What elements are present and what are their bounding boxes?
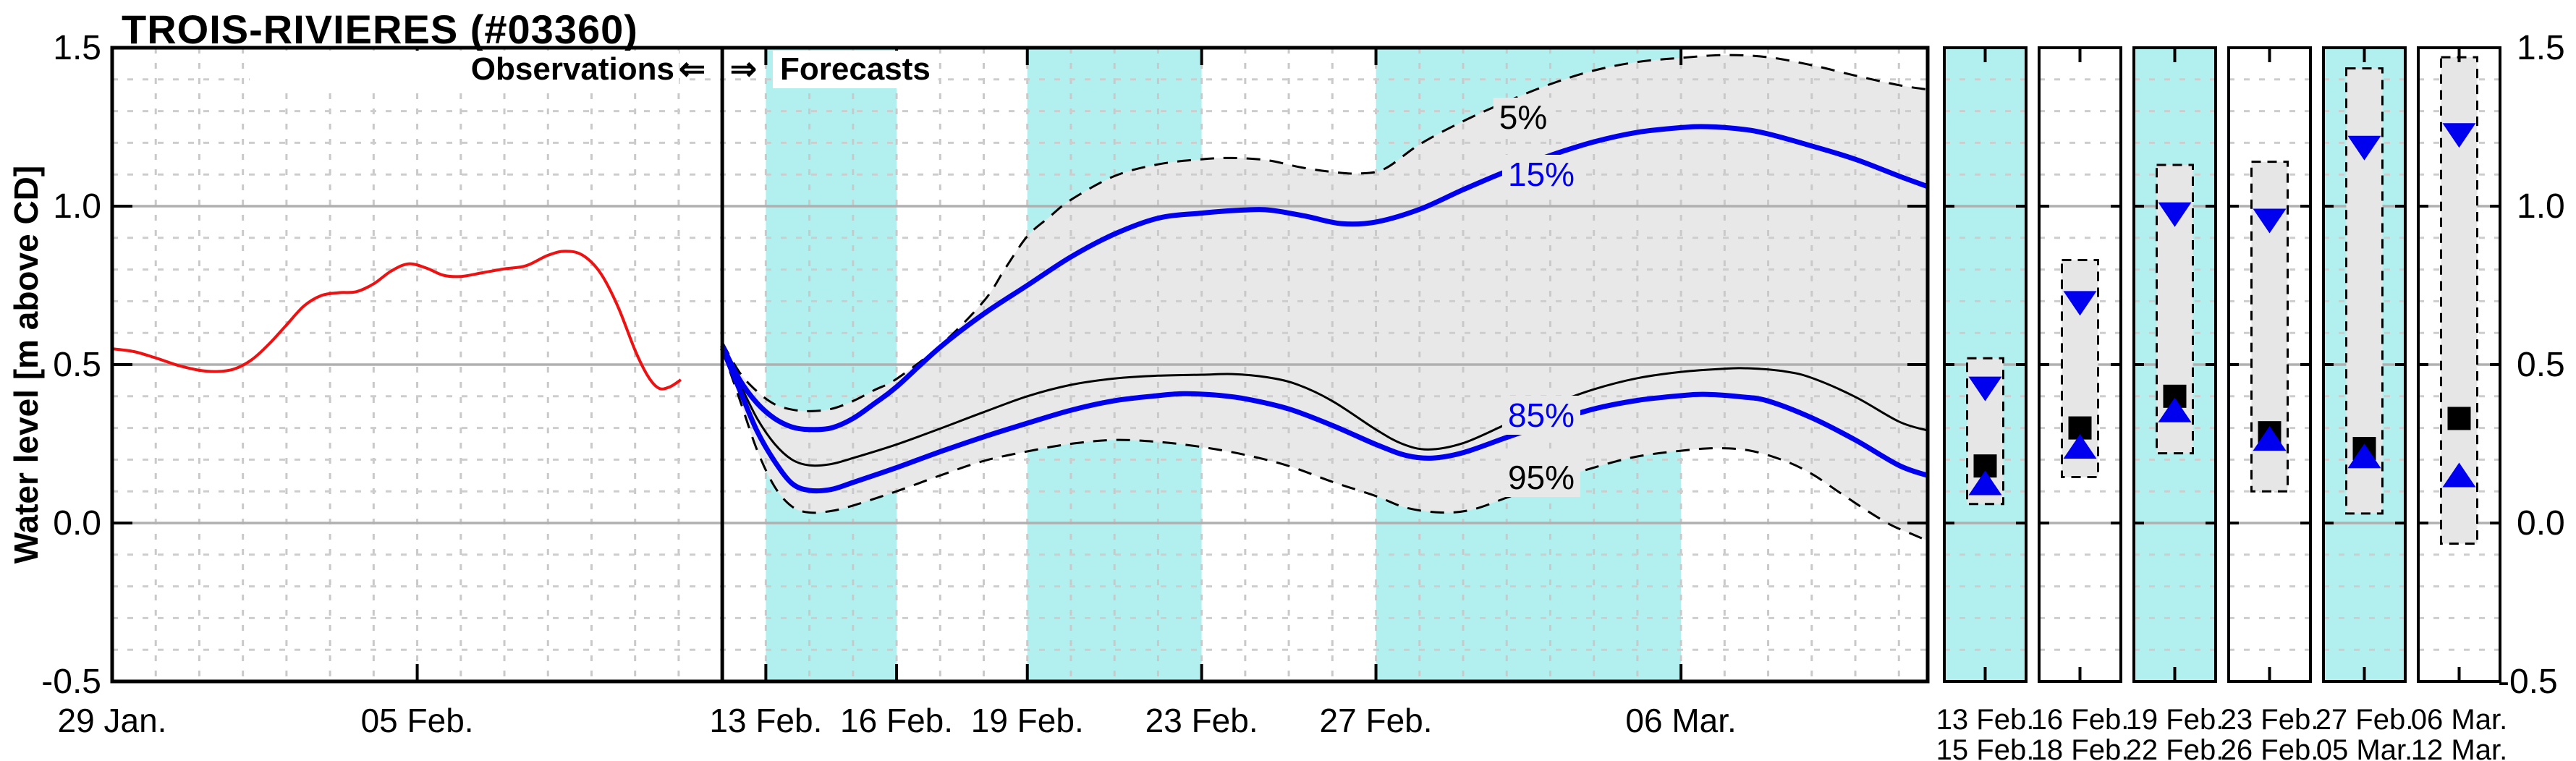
p15-marker [1968,376,2002,401]
station-title: TROIS-RIVIERES (#03360) [122,7,638,52]
p15-line [720,124,1928,433]
panel-start-date: 19 Feb. [2126,704,2224,736]
x-tick-label: 13 Feb. [709,702,822,739]
panel-end-date: 15 Feb. [1936,734,2035,761]
panel-start-date: 16 Feb. [2031,704,2130,736]
forecasts-label: Forecasts [773,51,938,88]
p15-marker [2253,208,2287,234]
x-tick-label: 29 Jan. [58,702,167,739]
p15-curve-label: 15% [1501,155,1581,194]
p15-marker [2347,135,2381,161]
panel-end-date: 12 Mar. [2411,734,2507,761]
panel-end-date: 22 Feb. [2126,734,2224,761]
p85-marker [2442,462,2476,488]
p15-marker [2442,123,2476,148]
x-tick-label: 23 Feb. [1145,702,1258,739]
plot-area [112,48,1928,681]
x-tick-label: 05 Feb. [361,702,474,739]
p15-marker [2158,202,2192,227]
p5-curve-label: 5% [1493,98,1554,137]
panel-start-date: 06 Mar. [2411,704,2507,736]
y-tick-label-left: 1.0 [53,187,101,226]
p85-marker [2253,426,2287,451]
uncertainty-band [722,55,1928,541]
y-tick-label-right: 1.5 [2517,29,2565,67]
p85-line [719,347,1928,494]
x-tick-label: 16 Feb. [840,702,953,739]
right-double-arrow-icon: ⇒ [730,51,757,87]
p5-line [721,54,1928,412]
panel-start-date: 13 Feb. [1936,704,2035,736]
y-axis-title: Water level [m above CD] [7,165,45,564]
y-tick-label-right: 1.0 [2517,187,2565,226]
p95-curve-label: 95% [1501,458,1581,497]
y-tick-label-right: 0.0 [2517,504,2565,543]
p50-marker [2447,407,2471,430]
observed-line [112,250,682,391]
y-tick-label-left: 0.0 [53,504,101,543]
x-tick-label: 27 Feb. [1320,702,1433,739]
p15-marker [2063,291,2097,316]
y-tick-label-left: 1.5 [53,29,101,67]
panel-end-date: 26 Feb. [2221,734,2319,761]
median-line [721,347,1928,467]
p85-marker [2063,434,2097,459]
observations-label: Observations [250,51,679,88]
y-tick-label-left: -0.5 [41,663,101,701]
y-tick-label-right: 0.5 [2517,346,2565,384]
p85-marker [2347,443,2381,469]
panel-end-date: 05 Mar. [2316,734,2412,761]
left-double-arrow-icon: ⇐ [679,51,706,87]
panel-end-date: 18 Feb. [2031,734,2130,761]
y-tick-label-left: 0.5 [53,346,101,384]
panel-start-date: 23 Feb. [2221,704,2319,736]
p85-curve-label: 85% [1501,396,1581,435]
p85-marker [1968,470,2002,496]
x-tick-label: 19 Feb. [971,702,1084,739]
panel-start-date: 27 Feb. [2316,704,2414,736]
p85-marker [2158,397,2192,422]
x-tick-label: 06 Mar. [1625,702,1736,739]
p95-line [721,349,1928,542]
y-tick-label-right: -0.5 [2498,663,2558,701]
